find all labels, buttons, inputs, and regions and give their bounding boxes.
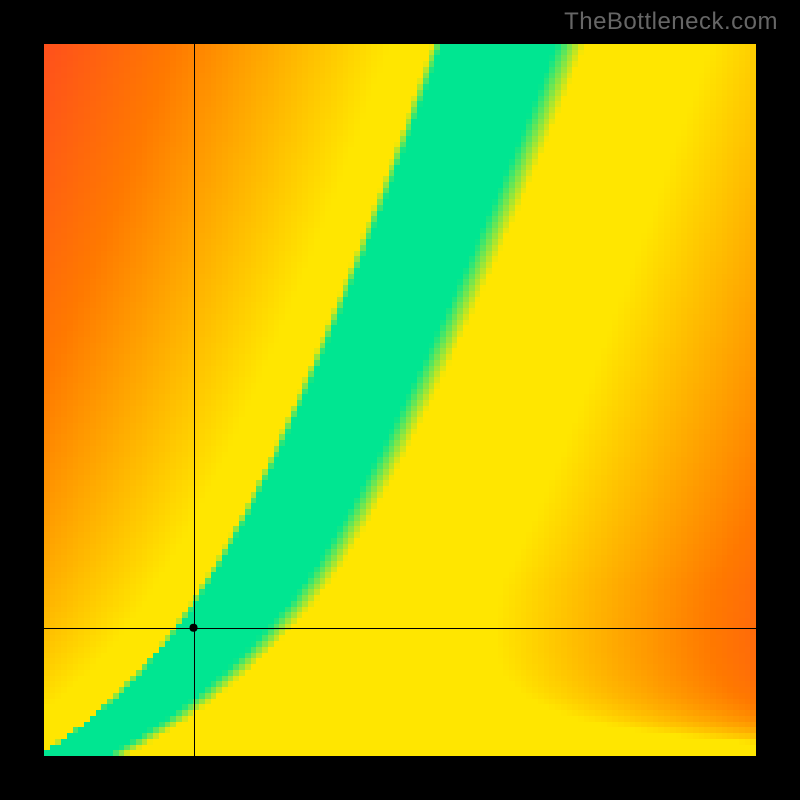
- heatmap-canvas: [44, 44, 756, 756]
- heatmap-plot: [44, 44, 756, 756]
- watermark-text: TheBottleneck.com: [564, 8, 778, 36]
